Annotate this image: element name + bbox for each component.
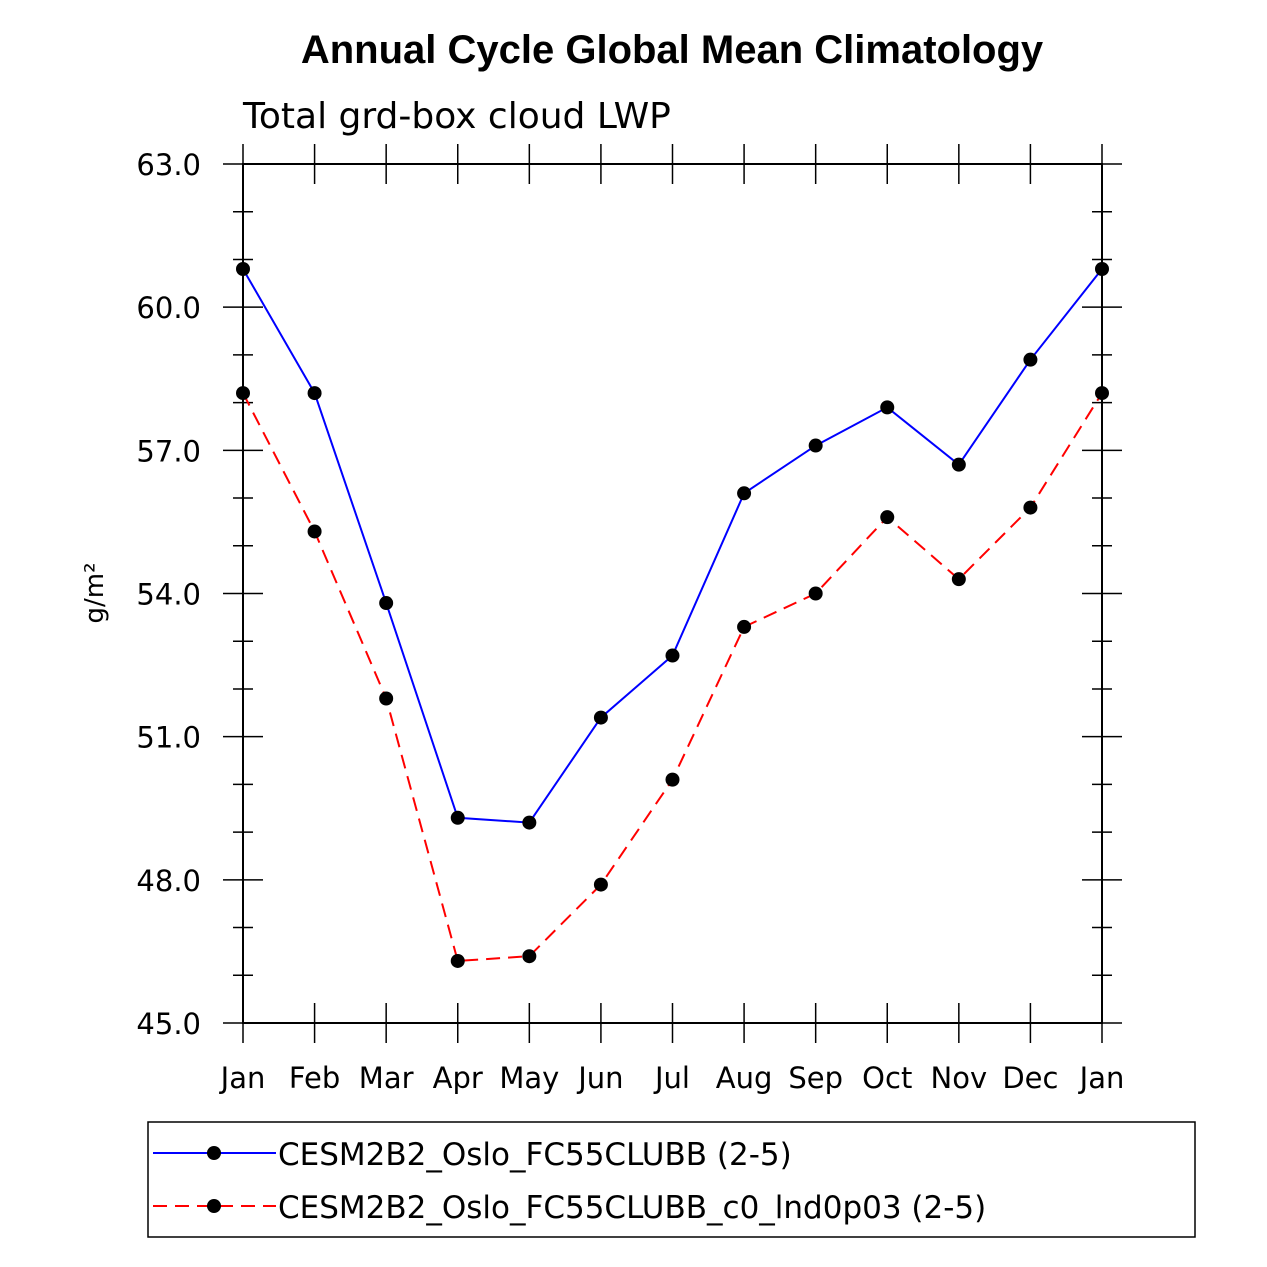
legend-marker-1 [207,1199,221,1213]
x-tick-label: Apr [433,1061,483,1095]
data-point [307,524,322,539]
legend-label-1: CESM2B2_Oslo_FC55CLUBB_c0_lnd0p03 (2-5) [278,1190,986,1226]
y-tick-label: 48.0 [136,864,201,898]
data-point [450,953,465,968]
axis-ticks [223,144,1122,1043]
data-point [593,710,608,725]
y-axis-label: g/m² [80,562,110,623]
x-tick-label: Jul [653,1061,690,1095]
series-lines [236,261,1109,968]
x-tick-label: Nov [931,1061,988,1095]
x-tick-labels: Jan Feb Mar Apr May Jun Jul Aug Sep Oct Nov Dec Jan [219,1061,1125,1095]
x-tick-label: Dec [1002,1061,1058,1095]
data-point [307,386,322,401]
data-point [880,400,895,415]
legend-label-0: CESM2B2_Oslo_FC55CLUBB (2-5) [278,1137,792,1173]
legend: CESM2B2_Oslo_FC55CLUBB (2-5) CESM2B2_Osl… [147,1121,1196,1238]
y-tick-label: 60.0 [136,291,201,325]
y-tick-labels: 45.0 48.0 51.0 54.0 57.0 60.0 63.0 [136,148,201,1041]
x-tick-label: May [499,1061,559,1095]
data-point [951,572,966,587]
series-line-1 [242,392,1103,963]
legend-box [147,1121,1196,1238]
data-point [379,691,394,706]
data-point [951,457,966,472]
x-tick-label: Jan [219,1061,266,1095]
x-tick-label: Oct [862,1061,912,1095]
data-point [808,586,823,601]
data-point [665,772,680,787]
data-point [737,619,752,634]
legend-marker-0 [207,1146,221,1160]
data-point [1023,352,1038,367]
x-tick-label: Mar [359,1061,414,1095]
data-point [379,596,394,611]
data-point [665,648,680,663]
x-tick-label: Sep [788,1061,843,1095]
data-point [450,810,465,825]
x-tick-label: Aug [716,1061,773,1095]
data-point [1023,500,1038,515]
data-point [880,510,895,525]
y-tick-label: 51.0 [136,721,201,755]
y-tick-label: 57.0 [136,434,201,468]
x-tick-label: Feb [289,1061,340,1095]
chart-title: Annual Cycle Global Mean Climatology [301,28,1044,72]
y-tick-label: 45.0 [136,1007,201,1041]
data-point [808,438,823,453]
chart-subtitle: Total grd-box cloud LWP [242,96,671,137]
y-tick-label: 54.0 [136,578,201,612]
x-tick-label: Jan [1078,1061,1125,1095]
data-point [593,877,608,892]
data-point [737,486,752,501]
series-line-0 [242,268,1103,824]
y-tick-label: 63.0 [136,148,201,182]
x-tick-label: Jun [576,1061,623,1095]
data-point [522,949,537,964]
data-point [522,815,537,830]
plot-frame [242,163,1103,1024]
